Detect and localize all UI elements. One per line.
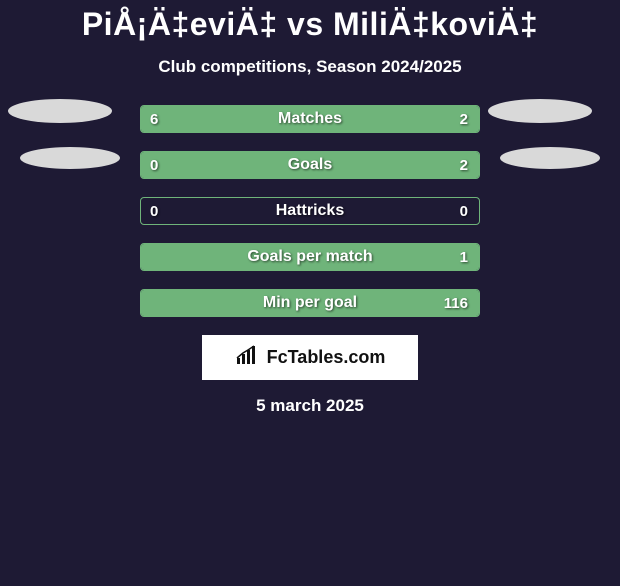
subtitle: Club competitions, Season 2024/2025 [0, 57, 620, 77]
date: 5 march 2025 [0, 396, 620, 416]
stat-value-right: 0 [460, 197, 468, 225]
stat-row: Min per goal116 [0, 289, 620, 317]
page-title: PiÅ¡Ä‡eviÄ‡ vs MiliÄ‡koviÄ‡ [0, 6, 620, 43]
bar-track [140, 289, 480, 317]
stat-row: Goals02 [0, 151, 620, 179]
bar-fill-left [141, 106, 388, 132]
bar-track [140, 151, 480, 179]
bar-track [140, 243, 480, 271]
bar-fill-right [141, 152, 479, 178]
ellipse-left [8, 99, 112, 123]
ellipse-right [488, 99, 592, 123]
stat-value-left: 0 [150, 151, 158, 179]
stat-row: Goals per match1 [0, 243, 620, 271]
comparison-rows: Matches62Goals02Hattricks00Goals per mat… [0, 105, 620, 317]
bar-track [140, 105, 480, 133]
stat-value-left: 0 [150, 197, 158, 225]
stat-value-left: 6 [150, 105, 158, 133]
bar-fill-right [141, 290, 479, 316]
ellipse-left [20, 147, 120, 169]
bar-track [140, 197, 480, 225]
attribution: FcTables.com [202, 335, 418, 380]
stat-row: Matches62 [0, 105, 620, 133]
stat-value-right: 116 [444, 289, 468, 317]
bar-fill-right [141, 244, 479, 270]
stat-value-right: 2 [460, 151, 468, 179]
stat-value-right: 2 [460, 105, 468, 133]
attribution-text: FcTables.com [267, 347, 386, 368]
stat-value-right: 1 [460, 243, 468, 271]
chart-icon [235, 344, 261, 371]
ellipse-right [500, 147, 600, 169]
stat-row: Hattricks00 [0, 197, 620, 225]
